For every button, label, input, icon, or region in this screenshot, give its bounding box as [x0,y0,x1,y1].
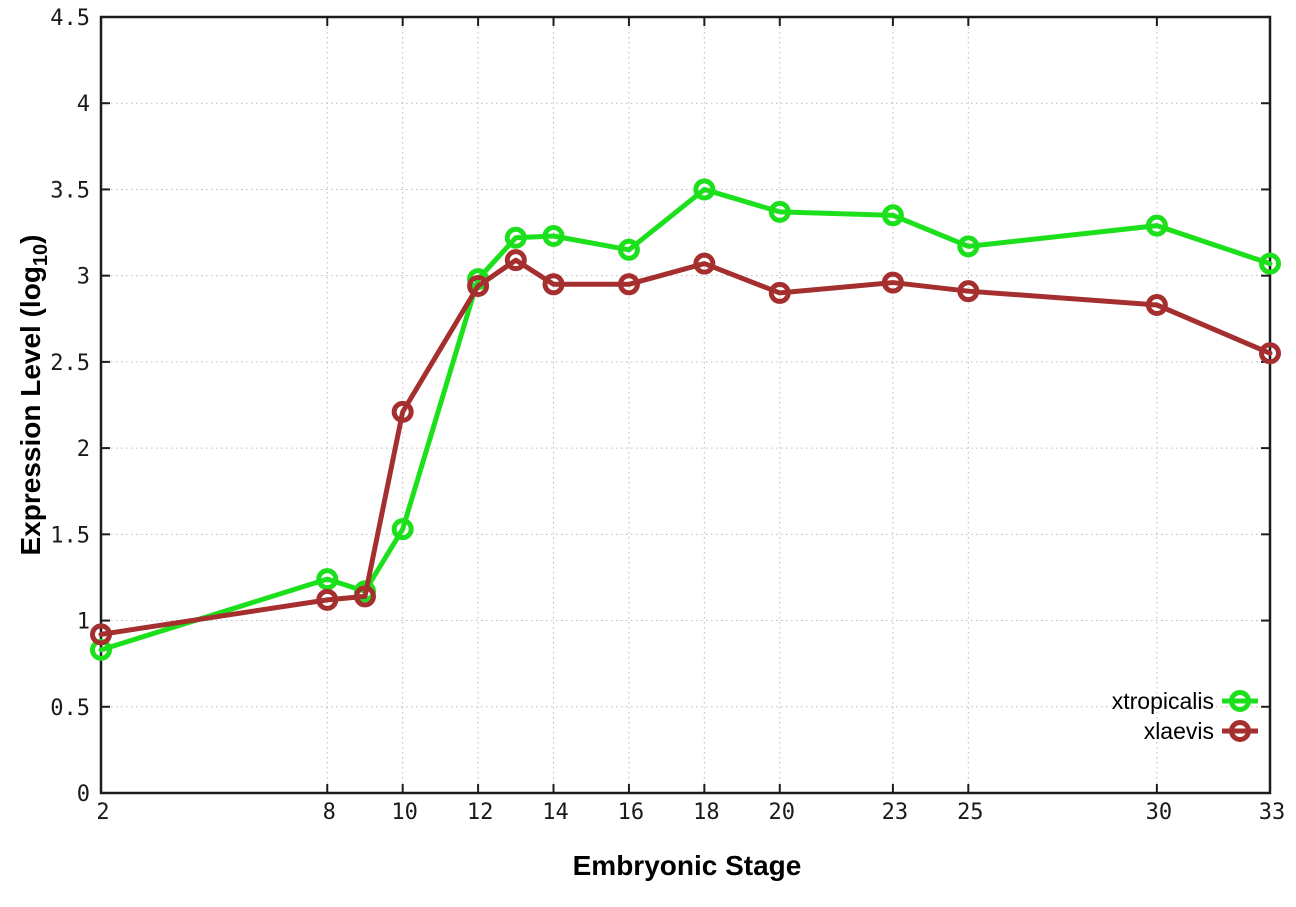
x-tick-label: 33 [1259,800,1286,825]
y-tick-label: 4.5 [50,6,90,31]
data-point-marker [957,235,980,258]
legend: xtropicalis xlaevis [1112,688,1258,744]
y-tick-label: 1 [77,610,90,635]
x-axis-title: Embryonic Stage [573,850,802,881]
y-axis-title: Expression Level (log10) [15,235,52,556]
data-point-marker [1259,342,1281,365]
data-point-marker [90,623,112,646]
data-point-marker [353,585,376,608]
data-point-marker [881,271,904,294]
data-point-marker [768,200,791,223]
y-tick-label: 2.5 [50,351,90,376]
data-point-marker [1259,252,1281,275]
data-point-marker [391,400,414,423]
x-tick-label: 20 [769,800,796,825]
legend-label: xlaevis [1144,718,1214,744]
plot-border-rect [99,15,1272,795]
x-tick-label: 8 [323,800,336,825]
y-tick-label: 3.5 [50,178,90,203]
x-tick-label: 30 [1146,800,1173,825]
data-point-marker [316,568,339,591]
data-point-marker [693,178,716,201]
data-point-marker [467,275,490,298]
x-tick-label: 2 [96,800,109,825]
series-line [98,257,1273,637]
y-tick-label: 1.5 [50,523,90,548]
y-tick-label: 3 [77,265,90,290]
data-point-marker [542,225,565,248]
data-point-marker [1145,293,1168,316]
x-tick-label: 23 [882,800,909,825]
x-tick-label: 18 [693,800,720,825]
y-tick-label: 4 [77,92,90,117]
data-point-marker [504,226,527,249]
legend-sample-marker [1229,690,1251,712]
legend-entry-xtropicalis: xtropicalis [1112,688,1258,714]
y-tick-label: 2 [77,437,90,462]
data-point-marker [957,280,980,303]
data-point-marker [391,518,414,541]
series-line [98,186,1273,653]
gridlines [100,16,1271,794]
y-tick-label: 0.5 [50,696,90,721]
y-tick-label: 0 [77,782,90,807]
x-tick-label: 25 [957,800,984,825]
data-point-marker [881,204,904,227]
data-point-marker [1145,214,1168,237]
data-point-marker [542,273,565,296]
data-point-marker [768,281,791,304]
data-point-marker [316,588,339,611]
y-axis-tick-labels: 0 0.5 1 1.5 2 2.5 3 3.5 4 4.5 [50,6,90,807]
legend-sample-marker [1229,720,1251,742]
x-tick-label: 12 [467,800,494,825]
data-series [90,178,1281,661]
plot-border [99,15,1272,795]
x-axis-tick-labels: 2 8 10 12 14 16 18 20 23 25 30 33 [96,800,1285,825]
data-point-marker [617,238,640,261]
legend-label: xtropicalis [1112,688,1214,714]
data-point-marker [617,273,640,296]
series-xlaevis [90,249,1281,646]
x-tick-label: 10 [391,800,418,825]
x-tick-label: 16 [618,800,645,825]
data-point-marker [693,252,716,275]
data-point-marker [504,249,527,272]
x-tick-label: 14 [542,800,569,825]
legend-entry-xlaevis: xlaevis [1144,718,1258,744]
series-xtropicalis [90,178,1281,661]
axis-ticks [100,16,1271,794]
